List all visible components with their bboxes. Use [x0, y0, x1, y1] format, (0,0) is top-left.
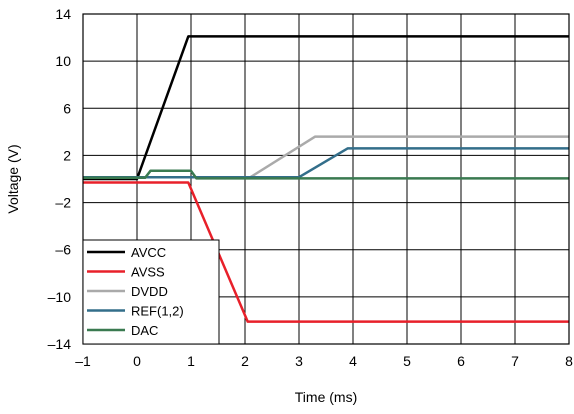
y-tick-label: –2 [55, 195, 71, 211]
legend-label: DAC [131, 323, 158, 338]
y-tick-label: 10 [55, 53, 71, 69]
y-tick-label: –6 [55, 242, 71, 258]
series-line-ref12 [83, 147, 569, 179]
y-tick-label: –14 [48, 336, 72, 352]
x-tick-label: –1 [75, 353, 91, 369]
y-tick-label: –10 [48, 289, 72, 305]
legend-label: AVSS [131, 265, 165, 280]
legend-label: REF(1,2) [131, 304, 184, 319]
series-line-dac [83, 169, 569, 180]
x-tick-label: 2 [241, 353, 249, 369]
plot-border [82, 13, 570, 345]
x-axis-label: Time (ms) [295, 389, 357, 405]
x-tick-label: 4 [349, 353, 357, 369]
y-tick-label: 2 [63, 147, 71, 163]
x-tick-label: 1 [187, 353, 195, 369]
y-tick-label: 6 [63, 100, 71, 116]
x-tick-label: 3 [295, 353, 303, 369]
legend-label: DVDD [131, 284, 168, 299]
x-tick-label: 0 [133, 353, 141, 369]
x-tick-label: 5 [403, 353, 411, 369]
x-tick-label: 6 [457, 353, 465, 369]
y-tick-label: 14 [55, 6, 71, 22]
y-axis-label: Voltage (V) [5, 144, 21, 213]
x-tick-label: 7 [511, 353, 519, 369]
legend-label: AVCC [131, 245, 166, 260]
legend-box [82, 239, 220, 345]
x-tick-label: 8 [565, 353, 573, 369]
